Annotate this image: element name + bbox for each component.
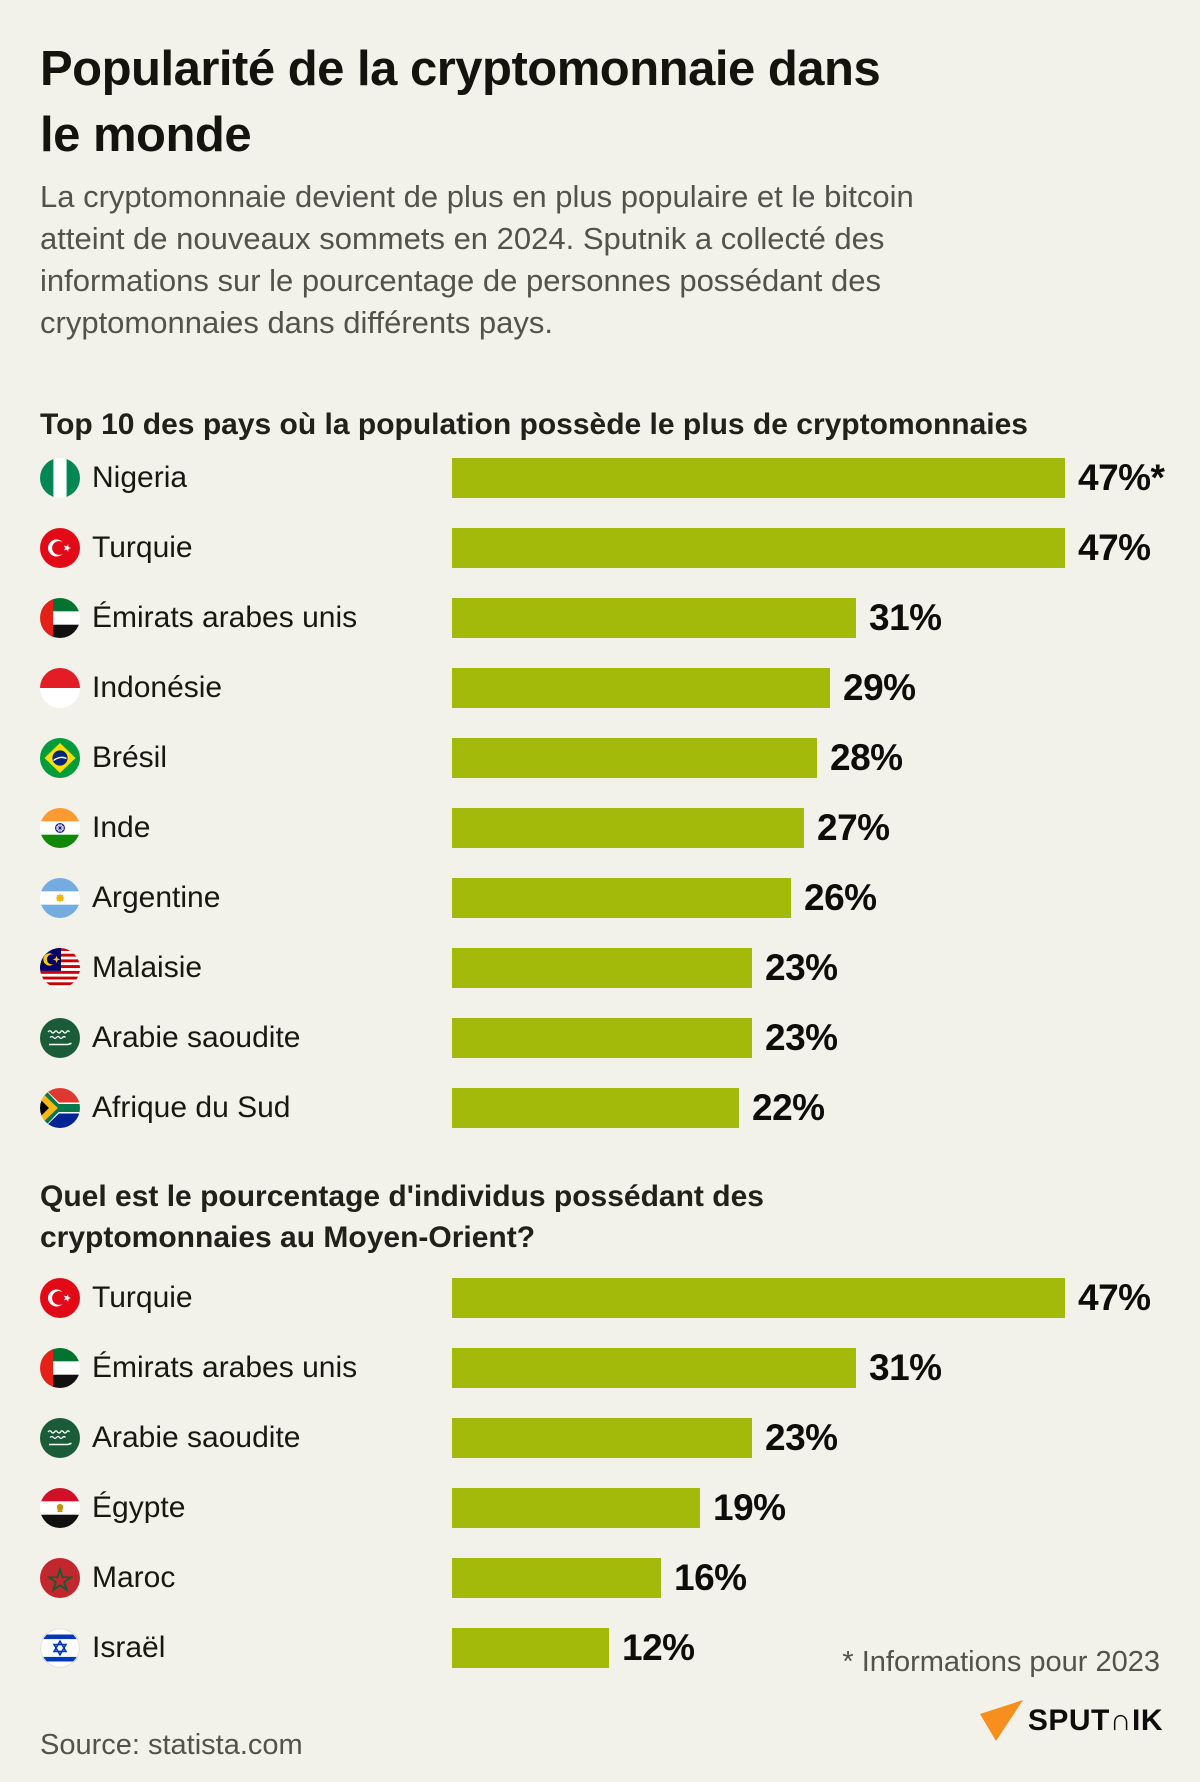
indonesie-flag-icon [40,668,80,708]
value-label: 12% [622,1627,695,1668]
country-label: Turquie [92,531,193,564]
value-label: 23% [765,1017,838,1058]
egypte-flag-icon [40,1488,80,1528]
country-label: Nigeria [92,461,188,494]
country-label: Égypte [92,1491,186,1524]
chart-row: Argentine 26% [40,863,1160,933]
bar [452,598,856,638]
value-label: 47% [1078,527,1151,568]
value-label: 22% [752,1087,825,1128]
bar [452,1418,752,1458]
israel-flag-icon [40,1628,80,1668]
chart-row: Arabie saoudite 23% [40,1403,1160,1473]
page-subtitle: La cryptomonnaie devient de plus en plus… [40,179,914,340]
country-label: Émirats arabes unis [92,1351,358,1384]
chart-row: Émirats arabes unis 31% [40,1333,1160,1403]
bar [452,808,804,848]
country-label: Malaisie [92,951,203,984]
source-label: Source: statista.com [40,1729,303,1761]
malaisie-flag-icon [40,948,80,988]
nigeria-flag-icon [40,458,80,498]
chart-row: Turquie 47% [40,513,1160,583]
value-label: 29% [843,667,916,708]
value-label: 16% [674,1557,747,1598]
chart-row: Malaisie 23% [40,933,1160,1003]
bar [452,948,752,988]
value-label: 27% [817,807,890,848]
country-label: Afrique du Sud [92,1091,291,1124]
chart-row: Nigeria 47%* [40,443,1165,513]
bar [452,738,817,778]
sputnik-logo: SPUT∩IK [979,1700,1163,1742]
country-label: Turquie [92,1281,193,1314]
country-label: Israël [92,1631,166,1664]
country-label: Arabie saoudite [92,1021,301,1054]
argentine-flag-icon [40,878,80,918]
country-label: Brésil [92,741,168,774]
country-label: Émirats arabes unis [92,601,358,634]
bresil-flag-icon [40,738,80,778]
chart-row: Turquie 47% [40,1263,1160,1333]
chart2-title: Quel est le pourcentage d'individus poss… [40,1180,764,1254]
country-label: Argentine [92,881,221,914]
bar [452,1088,739,1128]
bar [452,1558,661,1598]
sputnik-wordmark: SPUT∩IK [1027,1704,1163,1737]
footnote-2023: * Informations pour 2023 [842,1646,1160,1678]
bar [452,1348,856,1388]
bar [452,668,830,708]
bar [452,1628,609,1668]
country-label: Inde [92,811,151,844]
chart-row: Afrique du Sud 22% [40,1073,1160,1143]
arabie-saoudite-flag-icon [40,1018,80,1058]
value-label: 47%* [1078,457,1165,498]
bar [452,878,791,918]
turquie-flag-icon [40,1278,80,1318]
bar [452,528,1065,568]
value-label: 31% [869,597,942,638]
value-label: 31% [869,1347,942,1388]
bar [452,458,1065,498]
eau-flag-icon [40,598,80,638]
chart2-rows: Turquie 47% Émirats arabes unis 31% Arab… [40,1263,1160,1683]
chart-row: Arabie saoudite 23% [40,1003,1160,1073]
bar [452,1488,700,1528]
turquie-flag-icon [40,528,80,568]
value-label: 26% [804,877,877,918]
value-label: 28% [830,737,903,778]
country-label: Indonésie [92,671,223,704]
sputnik-arrow-icon [979,1700,1023,1741]
chart1-title: Top 10 des pays où la population possède… [40,408,1028,441]
value-label: 23% [765,947,838,988]
chart-row: Égypte 19% [40,1473,1160,1543]
value-label: 47% [1078,1277,1151,1318]
eau-flag-icon [40,1348,80,1388]
bar [452,1018,752,1058]
chart-row: Brésil 28% [40,723,1160,793]
chart-row: Émirats arabes unis 31% [40,583,1160,653]
country-label: Arabie saoudite [92,1421,301,1454]
page-title: Popularité de la cryptomonnaie dans le m… [40,42,881,162]
bar [452,1278,1065,1318]
value-label: 23% [765,1417,838,1458]
arabie-saoudite-flag-icon [40,1418,80,1458]
afrique-du-sud-flag-icon [40,1088,80,1128]
chart-row: Inde 27% [40,793,1160,863]
chart1-rows: Nigeria 47%* Turquie 47% Émirats arabes … [40,443,1165,1143]
chart-row: Israël 12% [40,1613,1160,1683]
inde-flag-icon [40,808,80,848]
value-label: 19% [713,1487,786,1528]
country-label: Maroc [92,1561,176,1594]
chart-row: Maroc 16% [40,1543,1160,1613]
maroc-flag-icon [40,1558,80,1598]
chart-row: Indonésie 29% [40,653,1160,723]
